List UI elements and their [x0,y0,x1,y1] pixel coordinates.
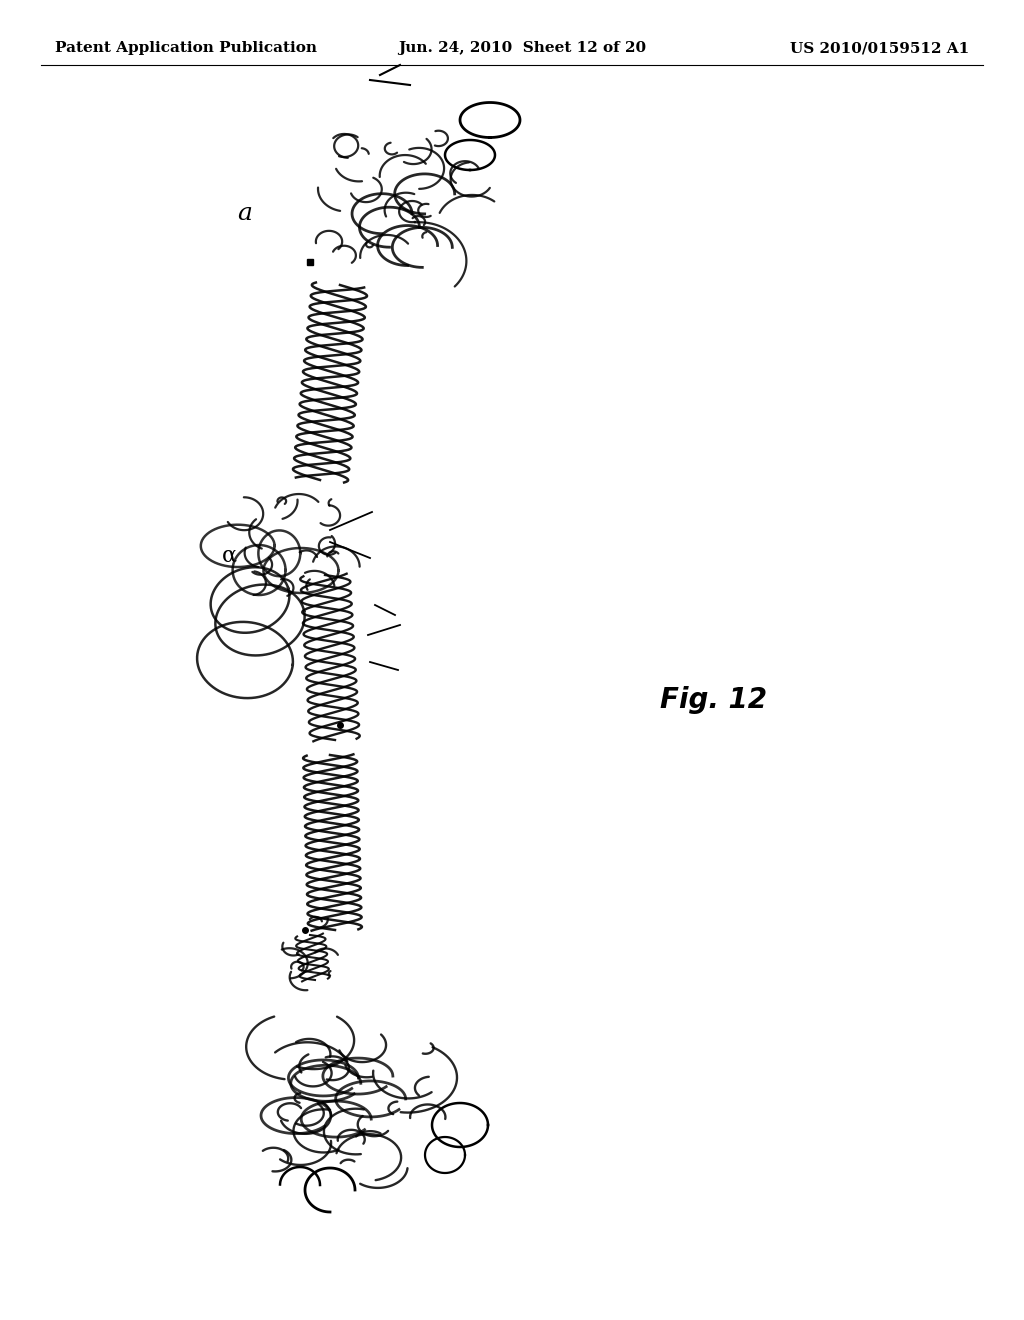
Text: Patent Application Publication: Patent Application Publication [55,41,317,55]
Text: α: α [222,545,237,568]
Text: US 2010/0159512 A1: US 2010/0159512 A1 [790,41,969,55]
Text: Fig. 12: Fig. 12 [660,686,767,714]
Text: a: a [237,202,252,224]
Text: Jun. 24, 2010  Sheet 12 of 20: Jun. 24, 2010 Sheet 12 of 20 [398,41,646,55]
